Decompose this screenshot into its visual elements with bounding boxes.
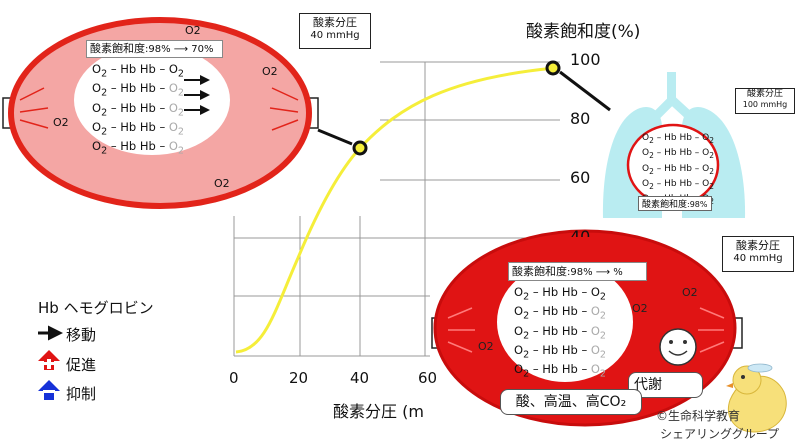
smiley-icon: [659, 328, 697, 366]
hb-row: O2 – Hb Hb – O2: [92, 81, 185, 99]
y-tick-100: 100: [570, 50, 601, 69]
callout-value: 100 mmHg: [742, 100, 788, 110]
active-saturation-box: 酸素飽和度:98% ⟶ %: [508, 262, 647, 281]
hb-row: O2 – Hb Hb – O2: [92, 119, 185, 138]
o2-label: O2: [478, 340, 494, 353]
inhibit-arrow-icon: [38, 380, 60, 400]
hb-row: O2 – Hb Hb – O2: [92, 100, 185, 118]
callout-title: 酸素分圧: [313, 16, 357, 29]
legend-inhibit-label: 抑制: [66, 385, 97, 403]
tissue-release-arrows: [184, 75, 210, 115]
x-tick-0: 0: [229, 369, 239, 387]
active-hb-list: O2 – Hb Hb – O2 O2 – Hb Hb – O2 O2 – Hb …: [514, 285, 606, 381]
o2-label: O2: [214, 177, 230, 190]
lung-saturation-label: 酸素飽和度: [642, 200, 688, 210]
o2-label: O2: [632, 302, 648, 315]
hb-row: O2 – Hb Hb – O2: [642, 178, 715, 191]
o2-label: O2: [53, 116, 69, 129]
hb-row: O2 – Hb Hb – O2: [92, 139, 185, 157]
connector-line-lung: [559, 70, 611, 112]
o2-label: O2: [262, 65, 278, 78]
x-axis-title: 酸素分圧 (m: [333, 402, 424, 421]
tissue-saturation-label: 酸素飽和度: [90, 42, 145, 55]
credit-line-2: シェアリンググループ: [660, 427, 780, 441]
hb-row: O2 – Hb Hb – O2: [514, 362, 607, 380]
hb-row: O2 – Hb Hb – O2: [642, 148, 715, 161]
promote-arrow-icon: [38, 350, 60, 370]
active-pressure-callout: 酸素分圧 40 mmHg: [722, 236, 794, 272]
legend-hb-label: Hb ヘモグロビン: [38, 299, 154, 317]
x-tick-60: 60: [418, 369, 438, 387]
callout-value: 40 mmHg: [310, 29, 360, 41]
connector-line-tissue: [317, 128, 353, 146]
legend-move-label: 移動: [66, 326, 97, 344]
o2-label: O2: [682, 286, 698, 299]
lung-saturation-box: 酸素飽和度:98%: [638, 196, 712, 211]
hb-row: O2 – Hb Hb – O2: [514, 304, 607, 322]
y-tick-60: 60: [570, 168, 591, 187]
dissociation-curve: [235, 66, 556, 354]
tissue-red-cell: [2, 17, 319, 209]
tissue-saturation-value: :98% ⟶ 70%: [145, 44, 214, 55]
hb-row: O2 – Hb Hb – O2: [514, 342, 607, 361]
lung-pressure-callout: 酸素分圧 100 mmHg: [735, 88, 795, 114]
legend-promote-label: 促進: [66, 356, 97, 374]
active-saturation-label: 酸素飽和度: [512, 265, 567, 278]
graph-grid: [233, 61, 560, 356]
hb-row: O2 – Hb Hb – O2: [514, 285, 607, 303]
tissue-saturation-box: 酸素飽和度:98% ⟶ 70%: [86, 40, 223, 58]
hb-row: O2 – Hb Hb – O2: [514, 323, 607, 341]
callout-title: 酸素分圧: [736, 239, 780, 252]
curve-point-tissue: [352, 140, 368, 156]
callout-title: 酸素分圧: [746, 89, 783, 99]
tissue-hb-list: O2 – Hb Hb – O2 O2 – Hb Hb – O2 O2 – Hb …: [92, 62, 184, 158]
tissue-pressure-callout: 酸素分圧 40 mmHg: [299, 13, 371, 49]
callout-value: 40 mmHg: [733, 252, 783, 264]
hb-row: O2 – Hb Hb – O2: [642, 163, 715, 176]
hb-row: O2 – Hb Hb – O2: [92, 62, 185, 80]
x-tick-40: 40: [350, 369, 370, 387]
active-saturation-value: :98% ⟶ %: [567, 267, 623, 278]
hb-row: O2 – Hb Hb – O2: [642, 133, 715, 145]
lung-saturation-value: :98%: [687, 200, 708, 209]
y-tick-80: 80: [570, 109, 591, 128]
chick-mascot-icon: [726, 363, 787, 433]
y-axis-title: 酸素飽和度(%): [526, 22, 641, 42]
y-tick-40: 40: [570, 227, 591, 246]
o2-label: O2: [185, 24, 201, 37]
credit-line-1: ©生命科学教育: [656, 409, 741, 423]
x-tick-20: 20: [289, 369, 309, 387]
conditions-label-box: 酸、高温、高CO₂: [500, 389, 642, 415]
lung-illustration: [602, 72, 746, 218]
curve-point-lung: [545, 60, 561, 76]
